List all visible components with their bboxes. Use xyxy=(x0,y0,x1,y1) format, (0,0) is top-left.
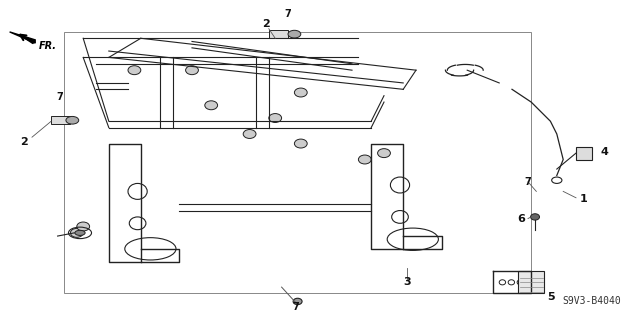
Ellipse shape xyxy=(77,222,90,231)
Ellipse shape xyxy=(294,139,307,148)
Text: 7: 7 xyxy=(285,9,291,19)
Text: 3: 3 xyxy=(403,277,411,287)
Text: FR.: FR. xyxy=(38,41,56,51)
Ellipse shape xyxy=(75,230,85,235)
Ellipse shape xyxy=(294,88,307,97)
Ellipse shape xyxy=(128,66,141,75)
Ellipse shape xyxy=(378,149,390,158)
Ellipse shape xyxy=(205,101,218,110)
Bar xyxy=(518,271,544,293)
Polygon shape xyxy=(10,32,35,43)
Text: S9V3-B4040: S9V3-B4040 xyxy=(562,296,621,306)
Ellipse shape xyxy=(243,130,256,138)
Ellipse shape xyxy=(70,228,83,237)
Bar xyxy=(576,147,592,160)
Text: 6: 6 xyxy=(517,213,525,224)
Ellipse shape xyxy=(269,114,282,122)
Bar xyxy=(64,32,531,293)
Ellipse shape xyxy=(288,30,301,38)
Text: 2: 2 xyxy=(262,19,269,29)
Ellipse shape xyxy=(66,116,79,124)
Text: 5: 5 xyxy=(547,292,555,302)
Ellipse shape xyxy=(186,66,198,75)
Text: 7: 7 xyxy=(292,302,299,312)
Ellipse shape xyxy=(293,298,302,305)
Bar xyxy=(269,30,288,38)
Text: 7: 7 xyxy=(56,92,63,102)
Text: 4: 4 xyxy=(600,146,608,157)
Ellipse shape xyxy=(358,155,371,164)
Text: 2: 2 xyxy=(20,137,28,147)
Bar xyxy=(51,116,70,124)
Ellipse shape xyxy=(531,214,540,220)
Text: 1: 1 xyxy=(579,194,587,204)
Text: 7: 7 xyxy=(525,177,531,187)
